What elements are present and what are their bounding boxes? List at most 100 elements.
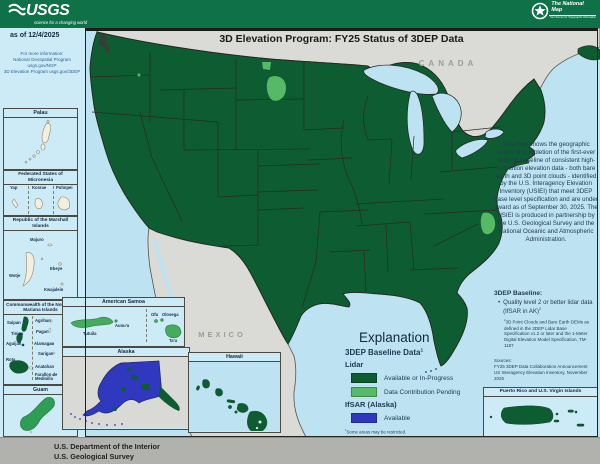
alaska-map bbox=[70, 360, 180, 426]
legend-item-available: Available or In-Progress bbox=[351, 373, 483, 383]
inset-alaska-title: Alaska bbox=[63, 348, 189, 358]
baseline-bullet-label: Quality level 2 or better lidar data (If… bbox=[503, 299, 593, 315]
island-label-aunuu: Aunu'u bbox=[115, 323, 130, 329]
island-label-alamagan: Alamagan bbox=[34, 340, 55, 346]
long-island bbox=[513, 159, 530, 167]
island-label-wotje: Wotje bbox=[9, 273, 21, 279]
as-of-date: as of 12/4/2025 bbox=[10, 32, 60, 39]
island-label-saipan: Saipan bbox=[7, 319, 21, 325]
island-label-kwajalein: Kwajalein bbox=[44, 287, 64, 293]
island-label-anatahan: Anatahan bbox=[35, 363, 55, 369]
island-label-farallon: Farallon de Medinilla bbox=[35, 371, 58, 381]
island-label-yap: Yap bbox=[10, 185, 18, 191]
legend-item-ifsar-label: Available bbox=[384, 414, 411, 422]
island-label-tinian: Tinian bbox=[11, 330, 24, 336]
legend-footnote-sup: 1 bbox=[345, 429, 347, 432]
inset-palau: Palau bbox=[3, 108, 78, 170]
inset-fsm: Federated States of Micronesia Yap Kosra… bbox=[3, 170, 78, 216]
bullet-icon: • bbox=[498, 299, 501, 306]
footer-line-2: U.S. Geological Survey bbox=[54, 451, 134, 461]
samoa-divider bbox=[146, 309, 147, 343]
footer-text: U.S. Department of the Interior U.S. Geo… bbox=[54, 442, 160, 462]
inset-american-samoa: American Samoa Tutuila Aunu'u Ofu Oloseg… bbox=[62, 297, 185, 347]
island-label-tau: Ta'u bbox=[169, 338, 178, 344]
baseline-bullet-text: Quality level 2 or better lidar data (If… bbox=[503, 299, 598, 315]
fsm-islands bbox=[11, 196, 70, 211]
baseline-footnote: 23D Point Clouds and Bare Earth DEMs as … bbox=[504, 319, 592, 349]
info-link-ngp: National Geospatial Program usgs.gov/NGP bbox=[13, 57, 71, 69]
swatch-lidar-pending bbox=[351, 387, 377, 397]
national-map-logo: The National Map Your Source for Topogra… bbox=[531, 1, 596, 20]
inset-puerto-rico: Puerto Rico and U.S. Virgin Islands bbox=[483, 387, 598, 437]
swatch-lidar-available bbox=[351, 373, 377, 383]
header-bar: USGS science for a changing world The Na… bbox=[0, 0, 600, 28]
conus-landmass bbox=[89, 31, 546, 367]
island-label-kosrae: Kosrae bbox=[32, 185, 47, 191]
inset-hawaii-title: Hawaii bbox=[189, 353, 280, 363]
fsm-divider-1 bbox=[28, 186, 29, 215]
inset-fsm-title: Federated States of Micronesia bbox=[4, 171, 77, 186]
island-label-aguijan: Aguijan bbox=[6, 340, 22, 346]
baseline-heading: 3DEP Baseline: bbox=[494, 290, 543, 297]
legend-ifsar-heading: IfSAR (Alaska) bbox=[345, 400, 397, 409]
inset-hawaii: Hawaii bbox=[188, 352, 281, 433]
inset-palau-title: Palau bbox=[4, 109, 77, 119]
mexico-label: MEXICO bbox=[198, 330, 246, 339]
map-title: 3D Elevation Program: FY25 Status of 3DE… bbox=[219, 33, 464, 45]
island-label-majuro: Majuro bbox=[30, 237, 44, 243]
island-label-olosega: Olosega bbox=[162, 312, 179, 318]
guam-island bbox=[20, 397, 55, 434]
cnmi-divider bbox=[32, 315, 33, 380]
source-line-2: US Interagency Elevation Inventory, Nove… bbox=[494, 370, 588, 382]
legend-subtitle-sup: 1 bbox=[420, 348, 424, 354]
marshall-islands bbox=[22, 243, 64, 287]
sources-block: Sources: FY25 3DEP Data Collaboration An… bbox=[494, 358, 598, 382]
inset-guam-title: Guam bbox=[4, 386, 77, 396]
legend: Explanation 3DEP Baseline Data1 Lidar Av… bbox=[345, 330, 483, 434]
footer-bar: U.S. Department of the Interior U.S. Geo… bbox=[0, 437, 600, 464]
baseline-bullet-sup: 2 bbox=[539, 306, 542, 311]
hawaii-islands bbox=[196, 379, 268, 432]
inset-marshall-title: Republic of the Marshall Islands bbox=[4, 217, 77, 232]
inset-cnmi-title: Commonwealth of the Northern Mariana Isl… bbox=[4, 301, 77, 315]
legend-subtitle-text: 3DEP Baseline Data bbox=[345, 348, 421, 357]
palau-islands bbox=[24, 120, 52, 164]
baseline-bullet: • Quality level 2 or better lidar data (… bbox=[494, 299, 598, 315]
map-description: This map shows the geographic extent of … bbox=[494, 141, 598, 243]
swatch-ifsar-available bbox=[351, 413, 377, 423]
puget-sound bbox=[99, 34, 110, 53]
sources-heading: Sources: bbox=[494, 357, 512, 363]
florida-keys bbox=[425, 368, 437, 373]
fsm-divider-2 bbox=[53, 186, 54, 215]
usgs-wordmark: USGS bbox=[26, 2, 70, 19]
island-label-ofu: Ofu bbox=[151, 312, 159, 318]
baseline-footnote-sup: 2 bbox=[504, 319, 506, 323]
inset-alaska: Alaska bbox=[62, 347, 190, 430]
nova-scotia bbox=[577, 45, 600, 61]
legend-item-ifsar: Available bbox=[351, 413, 483, 423]
legend-item-available-label: Available or In-Progress bbox=[384, 374, 454, 382]
info-heading: For more information: bbox=[20, 51, 64, 56]
legend-subtitle: 3DEP Baseline Data1 bbox=[345, 348, 483, 357]
island-label-sarigan: Sarigan bbox=[38, 350, 54, 356]
usgs-tagline: science for a changing world bbox=[34, 20, 88, 25]
national-map-tagline: Your Source for Topographic Information bbox=[549, 14, 596, 20]
info-block: For more information: National Geospatia… bbox=[0, 51, 84, 75]
puerto-rico-islands bbox=[489, 405, 585, 427]
legend-item-pending: Data Contribution Pending bbox=[351, 387, 483, 397]
legend-footnote-text: Some areas may be restricted. bbox=[346, 429, 407, 435]
legend-footnote: 1Some areas may be restricted. bbox=[345, 429, 483, 434]
footer-line-1: U.S. Department of the Interior bbox=[54, 442, 160, 451]
island-label-tutuila: Tutuila bbox=[83, 331, 97, 337]
island-label-agrihan: Agrihan bbox=[35, 317, 51, 323]
island-label-pohnpei: Pohnpei bbox=[56, 185, 73, 191]
inset-american-samoa-title: American Samoa bbox=[63, 298, 184, 308]
aleutian-islands bbox=[70, 413, 123, 426]
national-map-star-icon bbox=[532, 2, 549, 20]
legend-item-pending-label: Data Contribution Pending bbox=[384, 388, 461, 396]
legend-title: Explanation bbox=[359, 330, 430, 345]
usgs-wave-icon bbox=[8, 3, 26, 16]
baseline-footnote-text: 3D Point Clouds and Bare Earth DEMs as d… bbox=[504, 319, 590, 349]
inset-marshall: Republic of the Marshall Islands Majuro … bbox=[3, 216, 78, 300]
